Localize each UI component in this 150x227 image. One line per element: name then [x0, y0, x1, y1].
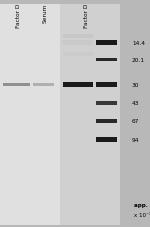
- Bar: [60, 5, 120, 225]
- Bar: [3, 83, 30, 87]
- Text: 43: 43: [132, 101, 140, 106]
- Bar: [63, 35, 93, 39]
- Bar: [96, 58, 117, 62]
- Text: x 10⁻³: x 10⁻³: [134, 212, 150, 217]
- Bar: [33, 84, 54, 86]
- Bar: [63, 83, 93, 88]
- Text: 20.1: 20.1: [132, 58, 145, 63]
- Text: Factor D: Factor D: [15, 3, 21, 28]
- Bar: [0, 5, 60, 225]
- Bar: [96, 41, 117, 46]
- Text: 67: 67: [132, 119, 139, 124]
- Text: Factor D: Factor D: [84, 3, 90, 28]
- Text: 14.4: 14.4: [132, 41, 145, 46]
- Bar: [96, 101, 117, 105]
- Text: 94: 94: [132, 137, 140, 142]
- Bar: [96, 137, 117, 142]
- Text: 30: 30: [132, 83, 140, 88]
- Bar: [96, 83, 117, 87]
- Bar: [63, 41, 93, 45]
- Text: app. MW: app. MW: [134, 202, 150, 207]
- Text: Serum: Serum: [42, 3, 48, 23]
- Bar: [63, 53, 93, 57]
- Bar: [96, 119, 117, 123]
